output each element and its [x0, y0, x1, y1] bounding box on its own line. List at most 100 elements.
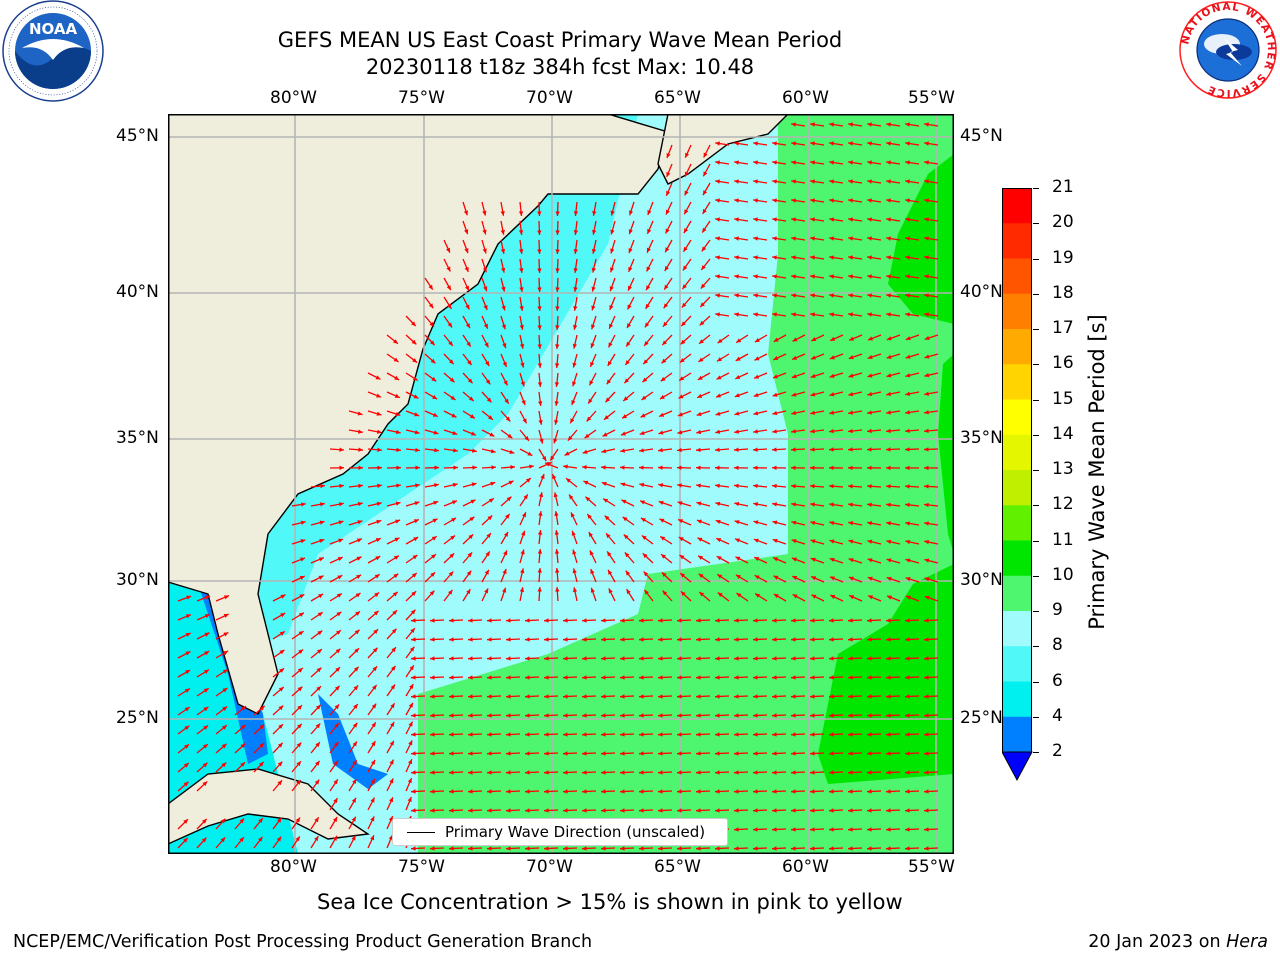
wave-arrow-head: [680, 591, 686, 596]
wave-arrow-head: [353, 685, 359, 691]
wave-arrow-head: [503, 380, 508, 386]
wave-arrow-head: [791, 447, 796, 452]
lat-label-left-35n: 35°N: [116, 428, 159, 448]
colorbar-segment: [1002, 188, 1032, 224]
wave-arrow-head: [588, 531, 593, 537]
wave-arrow-head: [829, 255, 834, 260]
wave-arrow-head: [663, 303, 669, 309]
wave-arrow-head: [905, 789, 910, 794]
wave-arrow-head: [430, 656, 435, 661]
wave-arrow-head: [352, 722, 358, 728]
wave-arrow-head: [696, 675, 701, 680]
wave-arrow-head: [204, 632, 210, 637]
wave-arrow-head: [905, 808, 910, 813]
wave-arrow-head: [626, 323, 632, 329]
wave-arrow-head: [572, 587, 578, 593]
wave-arrow-head: [642, 553, 648, 559]
wave-arrow-head: [753, 502, 759, 507]
wave-arrow-head: [924, 694, 929, 699]
wave-arrow-head: [867, 160, 872, 165]
wave-arrow-head: [374, 574, 380, 579]
wave-arrow-head: [924, 595, 930, 600]
wave-arrow-head: [552, 474, 557, 480]
wave-arrow-head: [867, 618, 872, 623]
wave-arrow-head: [395, 411, 401, 417]
wave-arrow-head: [258, 836, 263, 842]
wave-arrow-head: [582, 808, 587, 813]
wave-arrow-head: [355, 611, 361, 616]
wave-arrow-head: [659, 518, 665, 523]
wave-arrow-head: [639, 465, 644, 470]
wave-arrow-head: [810, 255, 815, 260]
wave-arrow-head: [203, 725, 209, 730]
wave-arrow-head: [601, 481, 607, 486]
wave-arrow-head: [518, 230, 524, 235]
wave-arrow-head: [520, 381, 525, 387]
wave-arrow-head: [355, 593, 361, 598]
wave-arrow-head: [503, 531, 509, 537]
wave-arrow-head: [924, 558, 930, 563]
wave-arrow-head: [735, 356, 741, 361]
colorbar-tick-label: 18: [1052, 282, 1074, 303]
wave-arrow-head: [628, 229, 633, 235]
wave-arrow-head: [468, 770, 473, 775]
wave-arrow-head: [357, 520, 363, 525]
wave-arrow-head: [734, 713, 739, 718]
chart-subtitle: 20230118 t18z 384h fcst Max: 10.48: [365, 55, 755, 79]
wave-arrow-head: [371, 703, 377, 709]
wave-arrow-head: [563, 618, 568, 623]
wave-arrow-head: [905, 751, 910, 756]
wave-arrow-head: [223, 595, 229, 600]
wave-arrow-head: [829, 312, 834, 317]
wave-arrow-head: [563, 751, 568, 756]
wave-arrow-head: [810, 160, 815, 165]
wave-arrow-head: [239, 837, 244, 843]
wave-arrow-head: [299, 576, 305, 580]
wave-arrow-head: [586, 416, 592, 422]
wave-arrow-head: [431, 554, 436, 559]
wave-arrow-head: [519, 306, 524, 311]
wave-arrow-head: [734, 411, 740, 416]
wave-arrow-head: [519, 268, 524, 273]
wave-arrow-head: [905, 312, 910, 317]
wave-arrow-head: [620, 656, 625, 661]
wave-arrow-head: [544, 808, 549, 813]
wave-arrow-head: [394, 375, 400, 380]
wave-arrow-head: [628, 248, 633, 254]
wave-arrow-head: [468, 751, 473, 756]
colorbar-tick: [1033, 223, 1039, 225]
wave-arrow-head: [555, 268, 560, 273]
wave-arrow-head: [396, 447, 401, 453]
wave-arrow-head: [791, 217, 796, 222]
wave-arrow-head: [829, 675, 834, 680]
wave-arrow-head: [625, 570, 631, 576]
wave-arrow-head: [604, 415, 609, 420]
wave-arrow-head: [538, 511, 543, 516]
wave-arrow-head: [525, 751, 530, 756]
wave-arrow-head: [810, 770, 815, 775]
footer-date: 20 Jan 2023 on Hera: [1088, 932, 1268, 952]
wave-arrow-head: [487, 770, 492, 775]
wave-arrow-head: [658, 465, 663, 470]
land-cuba: [167, 768, 370, 846]
wave-arrow-head: [924, 122, 929, 127]
wave-arrow-head: [537, 211, 542, 216]
wave-arrow-head: [601, 751, 606, 756]
wave-arrow-head: [658, 675, 663, 680]
wave-arrow-head: [924, 141, 929, 146]
wave-arrow-head: [696, 501, 702, 506]
wave-arrow-head: [519, 343, 525, 349]
wave-arrow-head: [772, 141, 777, 146]
wave-arrow-head: [487, 515, 493, 521]
wave-arrow-head: [620, 789, 625, 794]
wave-arrow-head: [810, 502, 815, 507]
wave-arrow-head: [220, 818, 226, 824]
wave-arrow-head: [924, 675, 929, 680]
wave-arrow-head: [491, 465, 496, 470]
wave-arrow-head: [503, 550, 508, 556]
wave-arrow-head: [317, 630, 323, 636]
wave-arrow-head: [358, 465, 363, 470]
wave-arrow-head: [277, 761, 283, 767]
wave-arrow-head: [867, 558, 873, 563]
wave-arrow-head: [810, 484, 815, 489]
